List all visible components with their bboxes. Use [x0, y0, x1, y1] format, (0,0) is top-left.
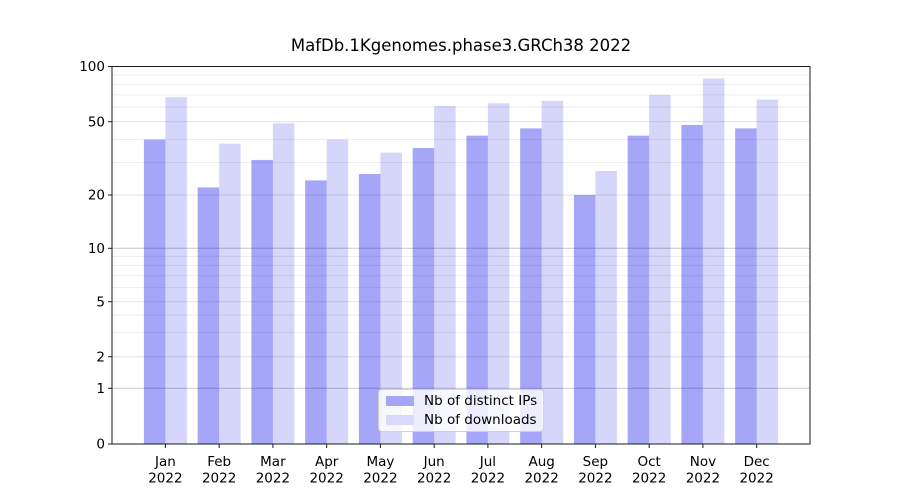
y-tick-label: 1	[96, 381, 105, 397]
legend-item: Nb of downloads	[386, 411, 537, 430]
x-tick-label-month: Dec	[744, 454, 770, 470]
legend-swatch-distinct-ips	[386, 396, 414, 407]
bar-nb-of-distinct-ips-jul-2022	[466, 135, 488, 444]
bar-nb-of-downloads-may-2022	[380, 152, 402, 444]
x-tick-label-year: 2022	[578, 471, 612, 487]
x-tick-label-year: 2022	[632, 471, 666, 487]
x-tick-label-month: Jul	[479, 454, 496, 470]
bar-nb-of-downloads-sep-2022	[595, 170, 617, 444]
legend-item: Nb of distinct IPs	[386, 392, 537, 411]
bar-nb-of-distinct-ips-dec-2022	[735, 128, 757, 444]
bar-nb-of-distinct-ips-apr-2022	[305, 180, 327, 444]
bar-nb-of-distinct-ips-jun-2022	[412, 147, 435, 444]
bar-nb-of-distinct-ips-mar-2022	[251, 159, 273, 444]
y-tick-label: 20	[88, 188, 105, 204]
y-tick-label: 100	[79, 59, 105, 75]
x-tick-label-month: May	[366, 454, 394, 470]
bar-nb-of-downloads-mar-2022	[272, 123, 295, 444]
bar-nb-of-distinct-ips-sep-2022	[573, 195, 596, 444]
x-tick-label-month: Feb	[207, 454, 231, 470]
bar-nb-of-downloads-dec-2022	[756, 99, 779, 445]
x-tick-label-year: 2022	[686, 471, 720, 487]
bar-nb-of-distinct-ips-may-2022	[358, 174, 381, 445]
x-tick-label-month: Aug	[528, 454, 554, 470]
x-tick-label-month: Jan	[154, 454, 176, 470]
x-tick-label-month: Apr	[315, 454, 339, 470]
x-tick-label-year: 2022	[202, 471, 236, 487]
bar-nb-of-downloads-aug-2022	[541, 100, 564, 445]
bar-nb-of-distinct-ips-feb-2022	[197, 187, 220, 444]
legend-swatch-downloads	[386, 414, 414, 425]
legend-label-downloads: Nb of downloads	[424, 411, 537, 428]
x-tick-label-year: 2022	[739, 471, 773, 487]
bar-nb-of-downloads-jan-2022	[165, 97, 187, 444]
y-tick-label: 0	[96, 437, 105, 453]
legend: Nb of distinct IPs Nb of downloads	[378, 389, 544, 432]
bar-nb-of-downloads-feb-2022	[219, 143, 241, 444]
x-tick-label-month: Mar	[260, 454, 286, 470]
bar-nb-of-downloads-jul-2022	[487, 103, 510, 444]
y-tick-label: 10	[88, 241, 105, 257]
y-tick-label: 5	[96, 294, 105, 310]
y-tick-label: 50	[88, 114, 105, 130]
x-tick-label-month: Oct	[637, 454, 660, 470]
y-tick-label: 2	[96, 349, 105, 365]
x-tick-label-year: 2022	[256, 471, 290, 487]
x-tick-label-month: Jun	[423, 454, 445, 470]
x-tick-label-year: 2022	[417, 471, 451, 487]
x-tick-label-year: 2022	[471, 471, 505, 487]
bar-nb-of-distinct-ips-aug-2022	[520, 128, 542, 444]
legend-label-distinct-ips: Nb of distinct IPs	[424, 393, 538, 410]
x-tick-label-month: Sep	[583, 454, 608, 470]
bar-nb-of-downloads-nov-2022	[702, 78, 725, 444]
bar-nb-of-distinct-ips-nov-2022	[681, 124, 703, 445]
x-tick-label-year: 2022	[148, 471, 182, 487]
bar-nb-of-downloads-oct-2022	[649, 94, 671, 444]
chart-title: MafDb.1Kgenomes.phase3.GRCh38 2022	[290, 36, 632, 55]
x-tick-label-month: Nov	[690, 454, 716, 470]
bar-nb-of-downloads-apr-2022	[326, 139, 349, 444]
bar-nb-of-distinct-ips-oct-2022	[627, 135, 650, 444]
bar-nb-of-downloads-jun-2022	[434, 105, 456, 444]
x-tick-label-year: 2022	[524, 471, 558, 487]
bar-nb-of-distinct-ips-jan-2022	[143, 139, 166, 444]
x-tick-label-year: 2022	[309, 471, 343, 487]
x-tick-label-year: 2022	[363, 471, 397, 487]
axes-frame	[111, 66, 811, 445]
